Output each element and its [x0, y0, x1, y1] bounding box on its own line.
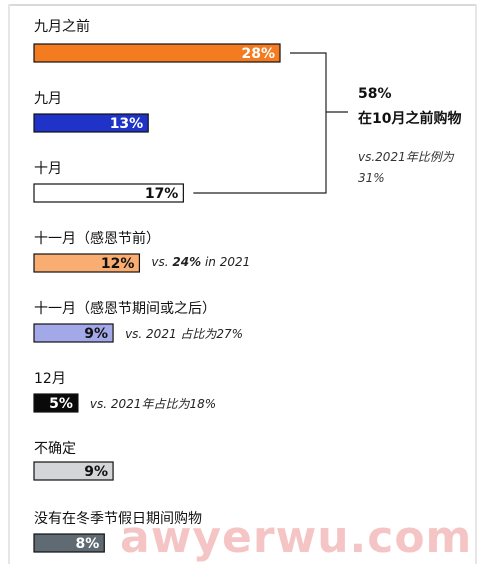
category-label: 九月: [34, 91, 62, 107]
top-border: [8, 4, 477, 6]
bar: [33, 323, 114, 343]
category-label: 12月: [34, 371, 66, 387]
right-border: [475, 4, 477, 564]
bar: [33, 183, 184, 203]
bar: [33, 113, 149, 133]
callout-text: 在10月之前购物: [358, 111, 462, 127]
bar: [33, 43, 281, 63]
bar-value-label: 13%: [110, 116, 144, 132]
bar-value-label: 28%: [241, 46, 275, 62]
bar-value-label: 9%: [84, 464, 108, 480]
category-label: 九月之前: [34, 19, 90, 35]
callout-note-line2: 31%: [358, 171, 385, 185]
bar: [33, 253, 141, 273]
bar-value-label: 5%: [49, 396, 73, 412]
category-label: 十一月（感恩节前）: [34, 231, 160, 247]
comparison-note: vs. 2021年占比为18%: [89, 397, 217, 411]
bar-value-label: 8%: [76, 536, 100, 552]
category-label: 十月: [34, 161, 62, 177]
bar-value-label: 12%: [101, 256, 135, 272]
bar: [33, 393, 79, 413]
category-label: 十一月（感恩节期间或之后）: [34, 301, 216, 317]
bar-value-label: 17%: [145, 186, 179, 202]
bar: [33, 533, 105, 553]
watermark-text: awyerwu.com: [120, 512, 473, 563]
comparison-note: vs. 24% in 2021: [151, 255, 251, 269]
comparison-note: vs. 2021 占比为27%: [125, 327, 244, 341]
callout-note-line1: vs.2021年比例为: [358, 150, 454, 164]
left-border: [8, 4, 10, 564]
category-label: 没有在冬季节假日期间购物: [34, 511, 202, 527]
callout-bracket: [193, 52, 348, 194]
bar: [33, 461, 114, 481]
bar-value-label: 9%: [84, 326, 108, 342]
category-label: 不确定: [34, 441, 76, 457]
callout-percent: 58%: [358, 86, 392, 102]
